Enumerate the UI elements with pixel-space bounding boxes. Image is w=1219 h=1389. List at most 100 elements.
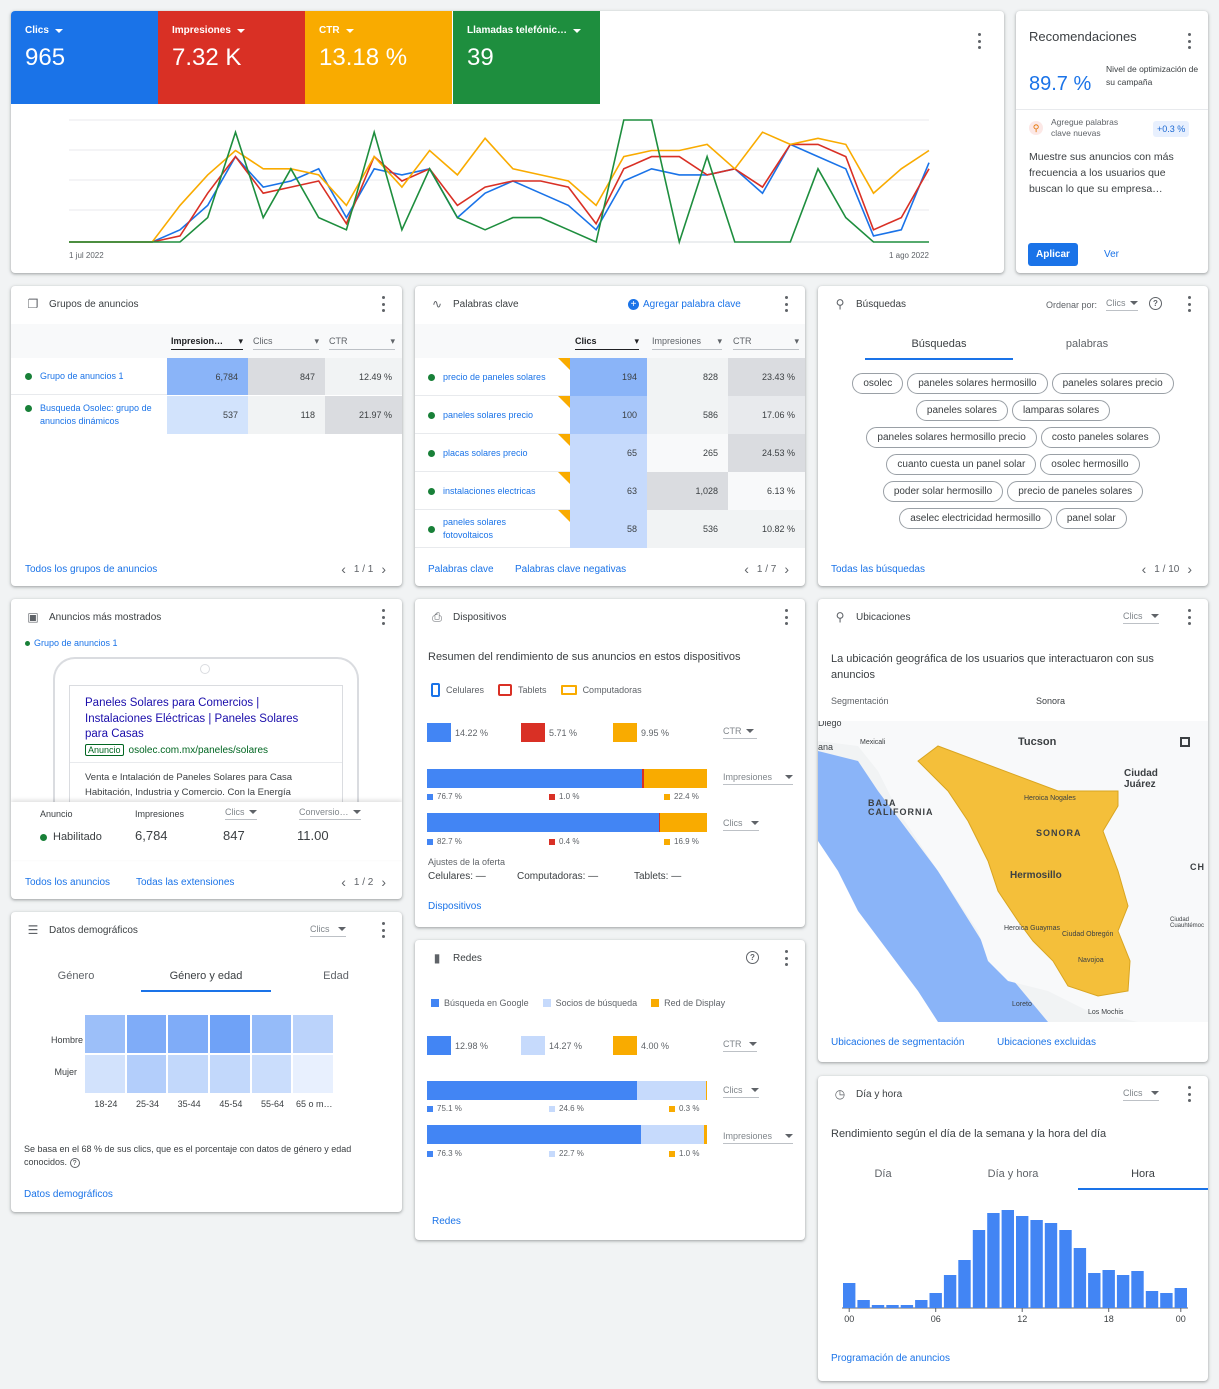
- column-clicks[interactable]: Clics ▾: [575, 336, 639, 350]
- heatmap-cell[interactable]: [85, 1055, 125, 1093]
- ctr-dropdown[interactable]: CTR: [723, 1039, 757, 1052]
- chevron-left-icon[interactable]: ‹: [744, 561, 749, 577]
- search-term-chip[interactable]: paneles solares hermosillo: [907, 373, 1048, 394]
- more-options-icon[interactable]: [1186, 1086, 1192, 1102]
- impressions-dropdown[interactable]: Impresiones: [723, 772, 793, 785]
- sort-dropdown[interactable]: Clics: [1106, 298, 1138, 311]
- clicks-dropdown[interactable]: Clics: [723, 1085, 759, 1098]
- table-row[interactable]: Busqueda Osolec: grupo de anuncios dinám…: [11, 396, 402, 434]
- apply-button[interactable]: Aplicar: [1028, 243, 1078, 266]
- networks-link[interactable]: Redes: [432, 1216, 461, 1227]
- tab-gender[interactable]: Género: [57, 970, 95, 982]
- excluded-locations-link[interactable]: Ubicaciones excluidas: [997, 1037, 1096, 1048]
- ctr-dropdown[interactable]: CTR: [723, 726, 757, 739]
- more-options-icon[interactable]: [1186, 33, 1192, 49]
- metric-ctr[interactable]: CTR 13.18 %: [305, 11, 452, 104]
- search-term-chip[interactable]: cuanto cuesta un panel solar: [886, 454, 1037, 475]
- search-term-chip[interactable]: lamparas solares: [1011, 400, 1111, 421]
- search-term-chip[interactable]: paneles solares: [915, 400, 1008, 421]
- table-row[interactable]: paneles solares fotovoltaicos 58 536 10.…: [415, 510, 805, 548]
- search-term-chip[interactable]: aselec electricidad hermosillo: [899, 508, 1052, 529]
- impressions-dropdown[interactable]: Impresiones: [723, 1131, 793, 1144]
- metric-dropdown[interactable]: Clics: [310, 924, 346, 937]
- heatmap-cell[interactable]: [126, 1015, 167, 1053]
- column-impressions[interactable]: Impresiones ▾: [652, 336, 722, 350]
- ad-group-name[interactable]: Busqueda Osolec: grupo de anuncios dinám…: [25, 402, 165, 428]
- metric-impressions[interactable]: Impresiones 7.32 K: [158, 11, 305, 104]
- table-row[interactable]: paneles solares precio 100 586 17.06 %: [415, 396, 805, 434]
- search-term-chip[interactable]: osolec: [852, 373, 904, 394]
- more-options-icon[interactable]: [783, 950, 789, 966]
- metric-clicks[interactable]: Clics 965: [11, 11, 158, 104]
- chevron-left-icon[interactable]: ‹: [1141, 561, 1147, 577]
- search-term-chip[interactable]: paneles solares precio: [1051, 373, 1174, 394]
- search-term-chip[interactable]: osolec hermosillo: [1040, 454, 1140, 475]
- column-impressions[interactable]: Impresion… ▾: [171, 336, 243, 350]
- add-keyword-button[interactable]: + Agregar palabra clave: [628, 299, 741, 310]
- chevron-right-icon[interactable]: ›: [784, 561, 789, 577]
- chevron-left-icon[interactable]: ‹: [341, 561, 346, 577]
- recommendation-item-text[interactable]: Agregue palabras clave nuevas: [1051, 117, 1119, 138]
- metric-dropdown[interactable]: Clics: [1123, 1088, 1159, 1101]
- table-row[interactable]: instalaciones electricas 63 1,028 6.13 %: [415, 472, 805, 510]
- tab-words[interactable]: palabras: [1065, 338, 1109, 350]
- heatmap-cell[interactable]: [251, 1055, 292, 1093]
- table-row[interactable]: Grupo de anuncios 1 6,784 847 12.49 %: [11, 358, 402, 395]
- fullscreen-icon[interactable]: [1180, 737, 1190, 747]
- table-row[interactable]: placas solares precio 65 265 24.53 %: [415, 434, 805, 472]
- more-options-icon[interactable]: [380, 922, 386, 938]
- clicks-dropdown[interactable]: Clics: [723, 818, 759, 831]
- stat-dropdown-conversions[interactable]: Conversio…: [299, 807, 361, 820]
- search-term-chip[interactable]: precio de paneles solares: [1007, 481, 1144, 502]
- all-extensions-link[interactable]: Todas las extensiones: [136, 877, 235, 888]
- help-icon[interactable]: ?: [69, 1158, 80, 1168]
- ad-group-name[interactable]: Grupo de anuncios 1: [25, 371, 124, 381]
- metric-dropdown[interactable]: Clics: [1123, 611, 1159, 624]
- all-ads-link[interactable]: Todos los anuncios: [25, 877, 111, 888]
- more-options-icon[interactable]: [783, 296, 789, 312]
- search-term-chip[interactable]: poder solar hermosillo: [882, 481, 1004, 502]
- more-options-icon[interactable]: [380, 296, 386, 312]
- all-searches-link[interactable]: Todas las búsquedas: [831, 564, 925, 575]
- heatmap-cell[interactable]: [168, 1055, 208, 1093]
- heatmap-cell[interactable]: [251, 1015, 292, 1053]
- search-term-chip[interactable]: panel solar: [1055, 508, 1127, 529]
- keyword-name[interactable]: paneles solares fotovoltaicos: [428, 510, 558, 548]
- tab-gender-age[interactable]: Género y edad: [141, 970, 271, 992]
- tab-day-hour[interactable]: Día y hora: [987, 1168, 1039, 1180]
- keyword-name[interactable]: instalaciones electricas: [428, 472, 558, 510]
- ad-preview[interactable]: Paneles Solares para Comercios | Instala…: [69, 685, 343, 819]
- view-button[interactable]: Ver: [1104, 249, 1120, 260]
- more-options-icon[interactable]: [1186, 296, 1192, 312]
- heatmap-cell[interactable]: [85, 1015, 125, 1053]
- keyword-name[interactable]: precio de paneles solares: [428, 358, 558, 396]
- keywords-link[interactable]: Palabras clave: [428, 564, 494, 575]
- help-icon[interactable]: ?: [746, 951, 759, 964]
- more-options-icon[interactable]: [380, 609, 386, 625]
- heatmap-cell[interactable]: [293, 1015, 333, 1053]
- stat-dropdown-clicks[interactable]: Clics: [225, 807, 257, 820]
- demographics-link[interactable]: Datos demográficos: [24, 1189, 113, 1200]
- heatmap-cell[interactable]: [210, 1015, 250, 1053]
- tab-age[interactable]: Edad: [323, 970, 349, 982]
- chevron-right-icon[interactable]: ›: [381, 561, 386, 577]
- more-options-icon[interactable]: [976, 33, 982, 49]
- more-options-icon[interactable]: [783, 609, 789, 625]
- keyword-name[interactable]: placas solares precio: [428, 434, 558, 472]
- help-icon[interactable]: ?: [1149, 297, 1162, 310]
- table-row[interactable]: precio de paneles solares 194 828 23.43 …: [415, 358, 805, 396]
- search-term-chip[interactable]: paneles solares hermosillo precio: [866, 427, 1037, 448]
- heatmap-cell[interactable]: [168, 1015, 208, 1053]
- metric-calls[interactable]: Llamadas telefónic… 39: [453, 11, 600, 104]
- negative-keywords-link[interactable]: Palabras clave negativas: [515, 564, 627, 575]
- column-ctr[interactable]: CTR ▾: [733, 336, 799, 350]
- tab-searches[interactable]: Búsquedas: [865, 338, 1013, 360]
- keyword-name[interactable]: paneles solares precio: [428, 396, 558, 434]
- heatmap-cell[interactable]: [126, 1055, 167, 1093]
- chevron-left-icon[interactable]: ‹: [341, 874, 346, 890]
- targeted-locations-link[interactable]: Ubicaciones de segmentación: [831, 1037, 965, 1048]
- all-ad-groups-link[interactable]: Todos los grupos de anuncios: [25, 564, 158, 575]
- chevron-right-icon[interactable]: ›: [1187, 561, 1192, 577]
- chevron-right-icon[interactable]: ›: [381, 874, 386, 890]
- map[interactable]: Tucson Ciudad Juárez BAJA CALIFORNIA SONORA…: [818, 721, 1208, 1022]
